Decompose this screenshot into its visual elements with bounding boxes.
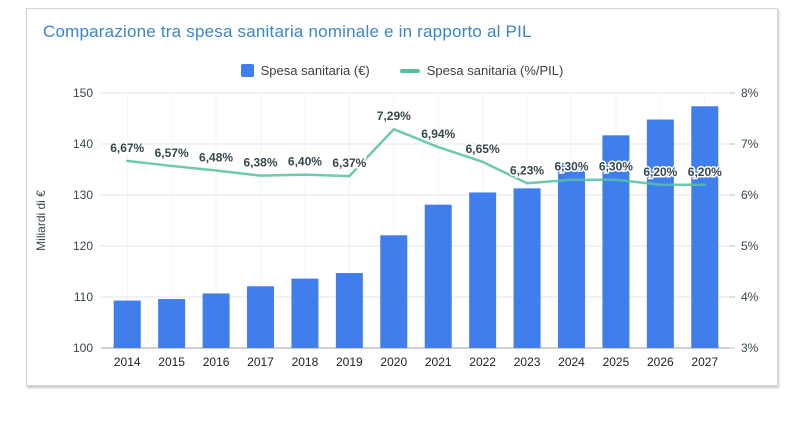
chart-card: Comparazione tra spesa sanitaria nominal…	[26, 8, 778, 386]
bar-2022	[469, 192, 497, 348]
line-point-label-2015: 6,57%	[155, 146, 189, 160]
bar-series-swatch-icon	[240, 64, 254, 77]
line-point-label-2027: 6,20%	[688, 165, 722, 179]
right-axis-tick-label: 8%	[741, 86, 759, 100]
x-axis-label-2014: 2014	[114, 355, 141, 369]
x-axis-label-2016: 2016	[203, 355, 230, 369]
bar-2019	[335, 273, 363, 348]
bar-2015	[158, 299, 186, 348]
x-axis-label-2015: 2015	[158, 355, 185, 369]
legend-item-line[interactable]: Spesa sanitaria (%/PIL)	[399, 63, 564, 78]
legend-label-bars: Spesa sanitaria (€)	[260, 63, 370, 78]
line-point-label-2024: 6,30%	[554, 160, 588, 174]
x-axis-label-2020: 2020	[380, 355, 407, 369]
bar-2024	[558, 162, 585, 348]
bar-2025	[602, 135, 630, 348]
combo-chart-plot: 100 110 120 130 140 150 3% 4% 5% 6% 7% 8% Miliardi d…	[34, 86, 759, 369]
x-axis-label-2026: 2026	[647, 355, 674, 369]
line-point-label-2014: 6,67%	[110, 141, 144, 155]
left-axis-title: Miliardi di €	[34, 190, 48, 251]
line-point-label-2025: 6,30%	[599, 160, 633, 174]
x-axis-label-2025: 2025	[603, 355, 630, 369]
left-axis-tick-label: 150	[73, 86, 93, 100]
line-point-label-2016: 6,48%	[199, 151, 233, 165]
line-point-label-2022: 6,65%	[466, 142, 500, 156]
bar-2021	[424, 204, 452, 348]
right-axis-tick-label: 6%	[741, 188, 759, 202]
bar-2017	[247, 286, 274, 348]
x-axis-label-2022: 2022	[469, 355, 496, 369]
x-axis-label-2021: 2021	[425, 355, 452, 369]
left-axis-tick-label: 100	[73, 341, 93, 355]
pil-line-series	[125, 127, 707, 187]
line-point-label-2017: 6,38%	[243, 156, 277, 170]
legend-label-line: Spesa sanitaria (%/PIL)	[426, 63, 564, 78]
left-axis-tick-label: 130	[73, 188, 93, 202]
bar-2026	[646, 119, 674, 349]
line-point-label-2026: 6,20%	[643, 165, 677, 179]
chart-legend: Spesa sanitaria (€) Spesa sanitaria (%/P…	[27, 63, 777, 78]
right-axis-tick-label: 5%	[741, 239, 759, 253]
chart-title: Comparazione tra spesa sanitaria nominal…	[43, 22, 532, 41]
line-point-label-2020: 7,29%	[377, 109, 411, 123]
line-point-label-2021: 6,94%	[421, 127, 455, 141]
left-axis-tick-label: 140	[73, 137, 93, 151]
line-point-label-2019: 6,37%	[332, 156, 366, 170]
x-axis-label-2018: 2018	[292, 355, 319, 369]
bar-2020	[380, 235, 408, 348]
x-axis-label-2023: 2023	[514, 355, 541, 369]
left-axis-tick-label: 110	[74, 290, 93, 304]
line-point-label-2018: 6,40%	[288, 155, 322, 169]
bar-2016	[202, 293, 230, 348]
line-series-swatch-icon	[399, 68, 420, 73]
x-axis-label-2019: 2019	[336, 355, 363, 369]
line-point-label-2023: 6,23%	[510, 163, 544, 177]
right-axis-tick-label: 4%	[741, 290, 759, 304]
bar-2027	[691, 106, 719, 348]
x-axis-label-2027: 2027	[691, 355, 718, 369]
bar-2018	[291, 278, 319, 348]
right-axis-tick-label: 3%	[741, 341, 759, 355]
left-axis-tick-label: 120	[73, 239, 93, 253]
legend-item-bars[interactable]: Spesa sanitaria (€)	[240, 63, 370, 78]
right-axis-tick-label: 7%	[741, 137, 759, 151]
bar-2023	[513, 188, 541, 348]
bar-2014	[113, 300, 141, 348]
x-axis-label-2017: 2017	[247, 355, 274, 369]
x-axis-label-2024: 2024	[558, 355, 585, 369]
